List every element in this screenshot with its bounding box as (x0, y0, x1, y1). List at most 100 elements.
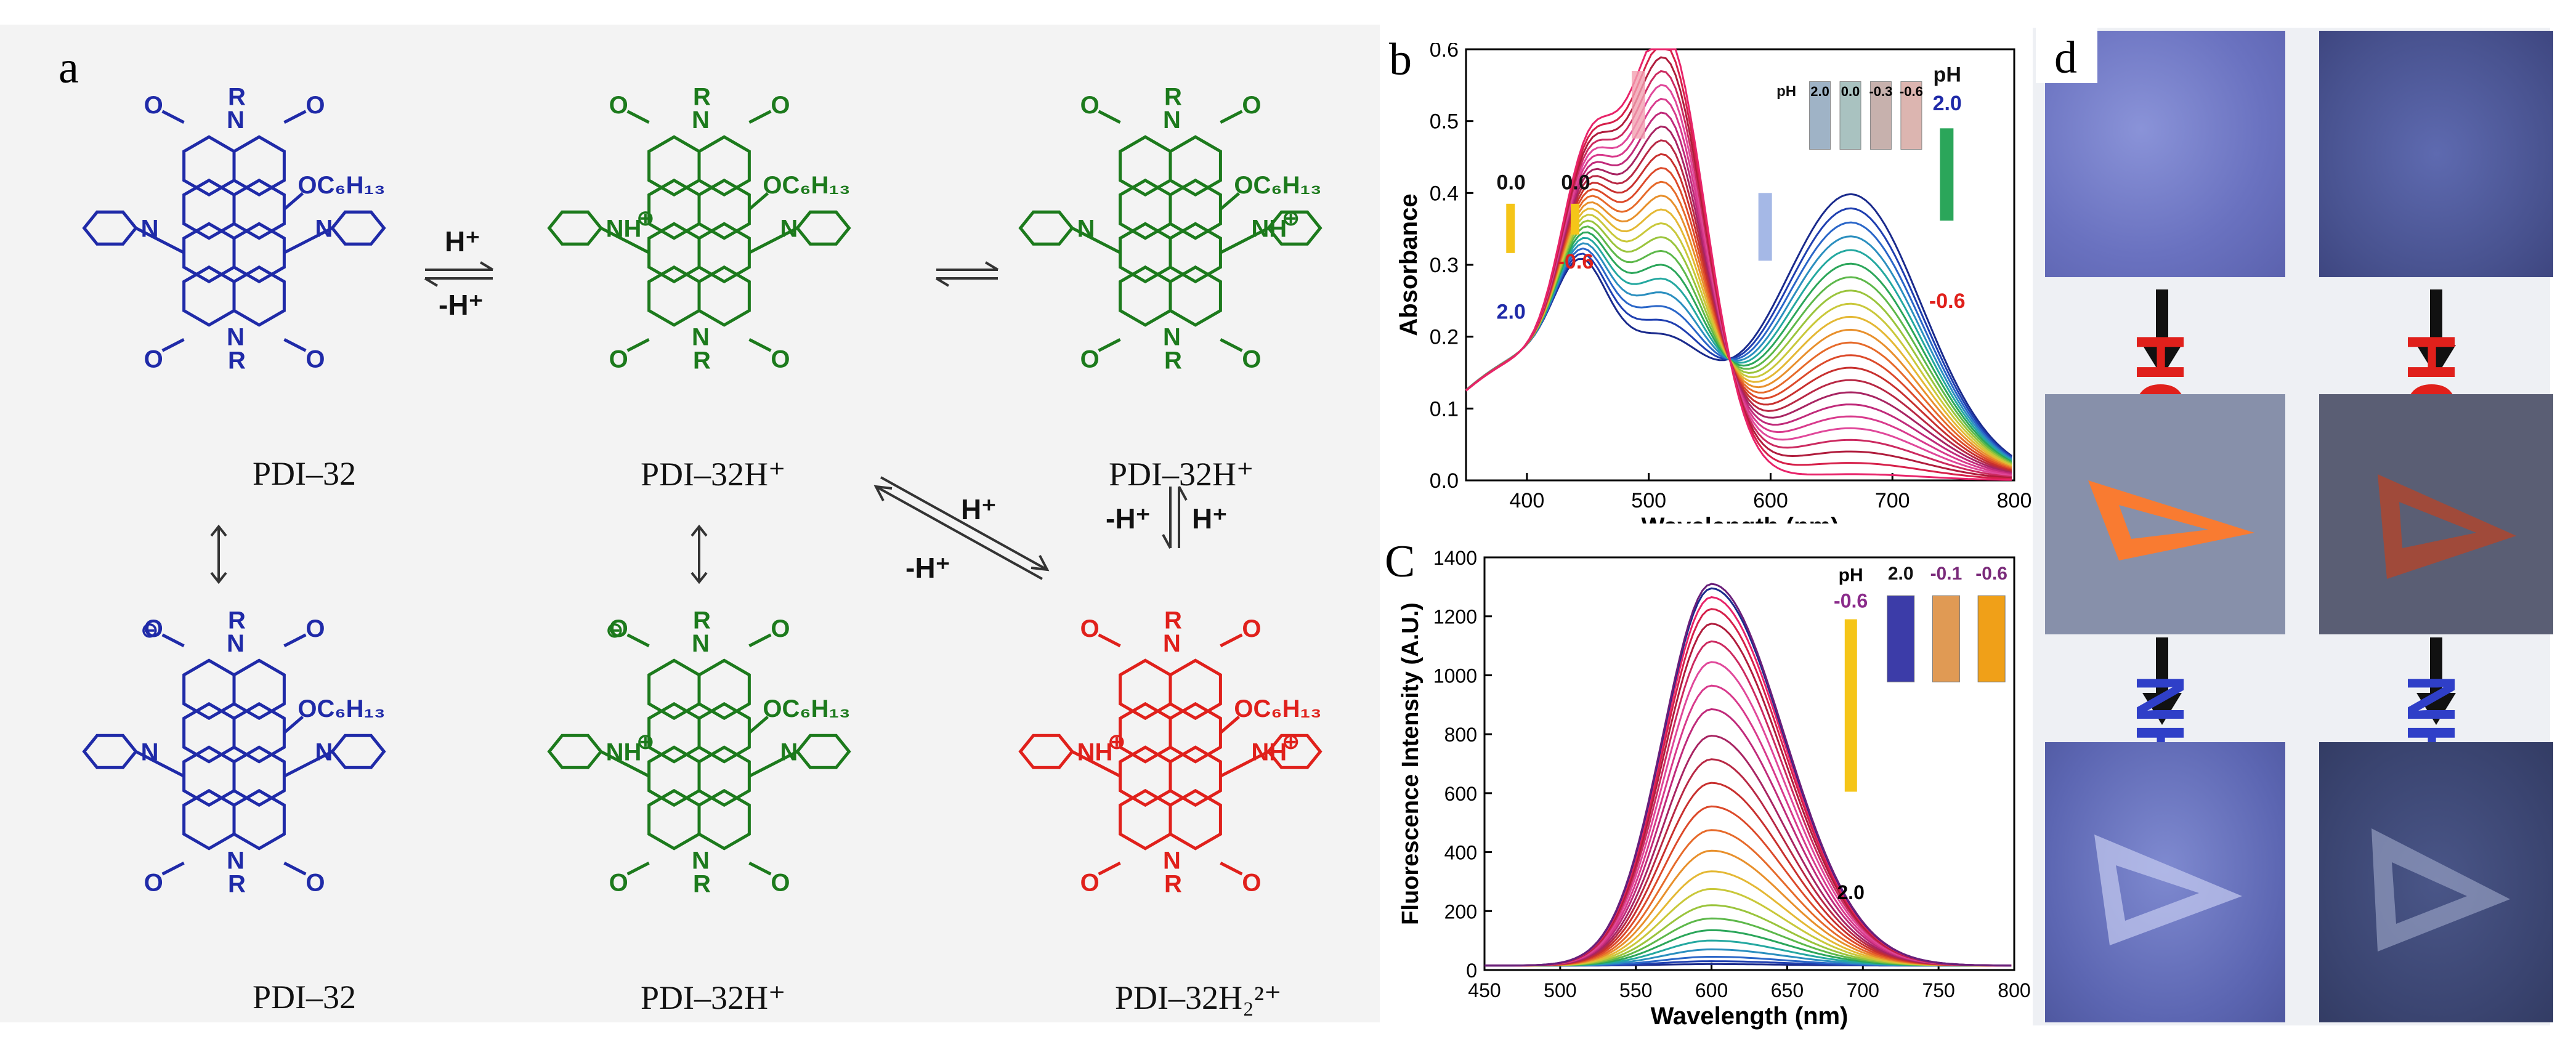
carbonyl-bond (748, 633, 772, 647)
atom-o: O (144, 346, 163, 373)
atom-r-bottom: R (693, 347, 711, 374)
molecule-name-1: PDI–32 (253, 455, 357, 492)
fl-arrow-top: -0.6 (1834, 589, 1868, 612)
x-tick-label: 650 (1771, 979, 1804, 1001)
y-tick-label: 0.1 (1430, 397, 1459, 421)
carbonyl-bond (1098, 110, 1121, 124)
x-axis-label: Wavelength (nm) (1651, 1003, 1849, 1030)
cuvette-b-value: 2.0 (1810, 84, 1829, 99)
charge-plus: ⊕ (637, 730, 655, 754)
amine-n-right: N (315, 738, 333, 766)
amine-n-right: N (780, 215, 798, 242)
atom-o: O (609, 615, 628, 642)
absorbance-series (1465, 48, 2012, 481)
amine-bond (283, 750, 333, 778)
cuvette-b (1809, 81, 1831, 150)
ring-8 (697, 788, 751, 851)
rising-peak-arrow (1631, 71, 1645, 139)
y-tick-label: 0.5 (1430, 110, 1459, 134)
molecule-4 (82, 633, 386, 876)
atom-r-bottom: R (693, 870, 711, 897)
ring-2 (1169, 135, 1222, 197)
y-tick-label: 200 (1444, 900, 1477, 923)
atom-r-top: R (228, 607, 246, 634)
charge-minus: ⊖ (141, 619, 159, 642)
amine-bond (1071, 227, 1121, 254)
carbonyl-bond (283, 862, 307, 876)
cuvette-c-value: 2.0 (1888, 564, 1914, 584)
ring-6 (697, 745, 751, 807)
atom-n-bottom: N (692, 847, 710, 875)
y-tick-label: 400 (1444, 842, 1477, 864)
atom-o: O (1242, 869, 1261, 896)
atom-r-top: R (1164, 84, 1182, 111)
x-axis-label: Wavelength (nm) (1642, 513, 1839, 524)
panel-d-label-box (2036, 28, 2097, 83)
atom-r-top: R (693, 84, 711, 111)
amine-bond (748, 750, 798, 778)
y-tick-label: 0.0 (1430, 469, 1459, 493)
charge-plus: ⊕ (1108, 730, 1126, 754)
charge-plus: ⊕ (1282, 730, 1300, 754)
ring-2 (232, 658, 286, 721)
amine-n-left: N (141, 215, 159, 242)
carbonyl-bond (626, 338, 650, 352)
molecule-name-2: PDI–32H⁺ (641, 456, 786, 493)
ether-bond (283, 192, 304, 211)
carbonyl-bond (626, 110, 650, 124)
fluorescence-chart: 450 500 550 600 650 700 750 800 0 200 400 600 800 100… (1398, 547, 2031, 1030)
molecule-6 (1018, 633, 1322, 876)
cuvette-c-value: -0.1 (1930, 564, 1962, 584)
ph-gradient-bar (1940, 128, 1954, 221)
amine-bond (1071, 750, 1121, 778)
photo-right-before (2319, 31, 2553, 277)
photo-right-acid (2319, 394, 2553, 634)
x-tick-label: 500 (1631, 489, 1666, 512)
molecule-3 (1018, 110, 1322, 352)
ring-4 (697, 701, 751, 764)
piperidine-ring (82, 210, 138, 246)
atom-o: O (306, 615, 325, 642)
atom-r-bottom: R (1164, 347, 1182, 374)
atom-r-bottom: R (1164, 870, 1182, 897)
substituent-label: OC₆H₁₃ (763, 172, 850, 199)
carbonyl-bond (1220, 633, 1243, 647)
atom-r-top: R (1164, 607, 1182, 634)
atom-o: O (306, 869, 325, 896)
cuvette-c (1887, 595, 1915, 682)
y-tick-label: 1200 (1433, 606, 1477, 628)
cuvette-ph-label-c: pH (1839, 565, 1863, 585)
atom-o: O (609, 92, 628, 119)
amine-n-right: N (315, 215, 333, 242)
amine-bond (600, 227, 650, 254)
arrow-label-h-plus: H⁺ (445, 225, 480, 257)
ether-bond (748, 716, 769, 734)
atom-n-top: N (692, 630, 710, 657)
left-arrow-bottom-value: 2.0 (1497, 301, 1526, 324)
x-tick-label: 400 (1510, 489, 1545, 512)
y-tick-label: 800 (1444, 724, 1477, 746)
x-tick-label: 700 (1875, 489, 1910, 512)
fluorescence-series (1484, 583, 2012, 967)
atom-o: O (609, 869, 628, 896)
panel-b-label: b (1389, 34, 1412, 85)
charge-plus: ⊕ (637, 207, 655, 230)
fl-arrow-bottom: 2.0 (1837, 881, 1864, 903)
ring-4 (232, 701, 286, 764)
substituent-label: OC₆H₁₃ (763, 695, 850, 722)
carbonyl-bond (748, 110, 772, 124)
x-tick-label: 800 (1997, 489, 2032, 512)
y-tick-label: 0.3 (1430, 254, 1459, 277)
amine-n-right: NH (1251, 215, 1287, 242)
atom-n-bottom: N (1163, 324, 1181, 351)
ring-6 (232, 222, 286, 284)
substituent-label: OC₆H₁₃ (1234, 172, 1321, 199)
atom-n-top: N (1163, 630, 1181, 657)
photo-left-acid (2045, 394, 2285, 634)
atom-n-top: N (1163, 107, 1181, 134)
arrow-label-vert-minus-h-plus: -H⁺ (1106, 503, 1151, 535)
y-tick-label: 0.4 (1430, 182, 1459, 205)
piperidine-ring (547, 210, 603, 246)
